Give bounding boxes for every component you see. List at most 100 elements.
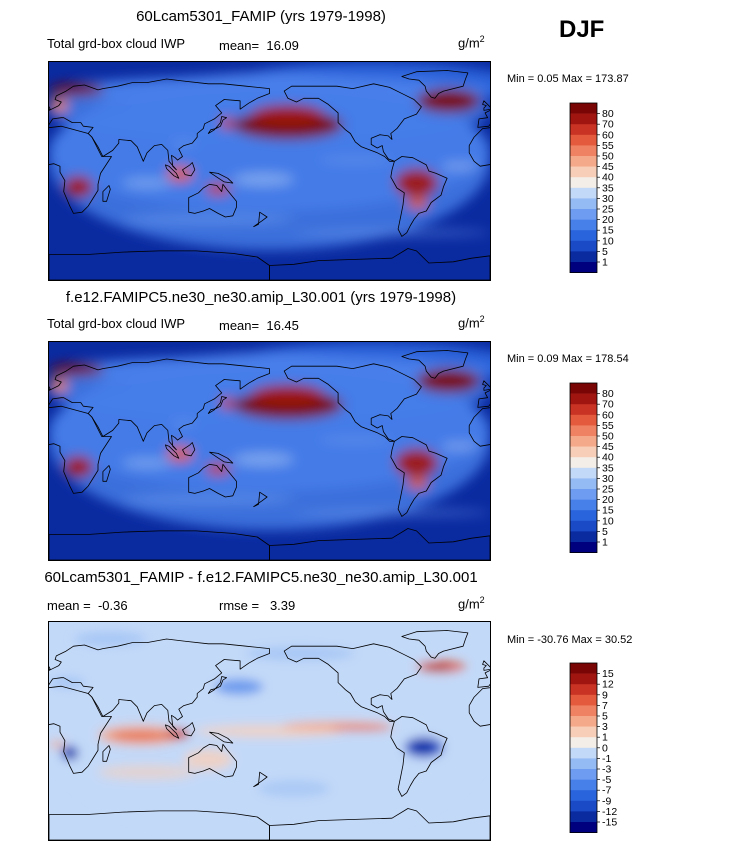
colorbar-swatch [570, 747, 597, 759]
panel-3-minmax: Min = -30.76 Max = 30.52 [507, 634, 633, 646]
field-contour [66, 750, 76, 758]
coastline [182, 442, 196, 457]
panel-3-colorbar: -15 -12 -9 -7 -5 -3 -1 0 1 3 5 7 9 12 15 [569, 662, 649, 834]
coastline [49, 810, 270, 840]
colorbar-tick-label: 12 [602, 679, 614, 691]
panel-2-units-base: g/m [458, 315, 480, 331]
field-contour [330, 724, 392, 731]
coastline [207, 116, 228, 134]
colorbar-swatch [570, 209, 597, 220]
colorbar-tick-label: 25 [602, 204, 614, 216]
colorbar-swatch [570, 145, 597, 157]
field-contour [441, 163, 478, 169]
panel-2-units: g/m2 [458, 314, 485, 330]
colorbar-tick-label: 20 [602, 494, 614, 506]
field-contour [220, 396, 233, 410]
panel-2-mean-value: 16.45 [266, 318, 299, 333]
field-contour [166, 166, 194, 182]
field-shading [49, 62, 490, 250]
field-contour [245, 646, 356, 661]
colorbar-swatch [570, 542, 597, 553]
panel-2-colorbar: 1 5 10 15 20 25 30 35 40 45 50 55 60 70 80 [569, 382, 649, 554]
colorbar-tick-label: 5 [602, 711, 608, 723]
panel-3-rmse: rmse = 3.39 [219, 598, 295, 613]
colorbar-swatch [570, 404, 597, 416]
field-contour [165, 728, 190, 740]
panel-1-minmax: Min = 0.05 Max = 173.87 [507, 73, 629, 85]
field-contour [410, 740, 435, 753]
panel-3-mean: mean = -0.36 [47, 598, 128, 613]
field-contour [49, 740, 67, 748]
colorbar-tick-label: 25 [602, 484, 614, 496]
panel-3-units: g/m2 [458, 595, 485, 611]
colorbar-swatch [570, 684, 597, 696]
colorbar-tick-label: -12 [602, 806, 617, 818]
field-contour [294, 229, 490, 237]
coastline [209, 731, 234, 744]
field-contour [220, 116, 233, 130]
field-contour [49, 352, 490, 530]
field-contour [171, 420, 196, 427]
panel-1-title: 60Lcam5301_FAMIP (yrs 1979-1998) [136, 8, 386, 25]
field-contour [49, 72, 490, 250]
colorbar-tick-label: -15 [602, 817, 617, 829]
colorbar-swatch [570, 113, 597, 125]
panel-3-units-exp: 2 [479, 595, 485, 605]
colorbar-swatch [570, 800, 597, 812]
panel-2-map [48, 341, 491, 561]
colorbar-swatch [570, 694, 597, 706]
colorbar-tick-label: 30 [602, 193, 614, 205]
field-contour [232, 453, 294, 466]
colorbar-tick-label: 10 [602, 515, 614, 527]
coastline [253, 491, 268, 508]
colorbar-tick-label: 55 [602, 420, 614, 432]
field-contour [394, 168, 439, 198]
colorbar-tick-label: 45 [602, 161, 614, 173]
field-contour [416, 88, 481, 113]
colorbar-swatch [570, 779, 597, 791]
coastline [207, 676, 228, 694]
coastline [207, 396, 228, 414]
coastlines [49, 350, 490, 560]
coastline [188, 463, 237, 498]
panel-1-units: g/m2 [458, 34, 485, 50]
colorbar-swatch [570, 510, 597, 522]
colorbar-tick-label: 80 [602, 108, 614, 120]
colorbar-tick-label: 50 [602, 431, 614, 443]
colorbar-swatch [570, 811, 597, 823]
colorbar-tick-label: 20 [602, 214, 614, 226]
colorbar-swatch [570, 124, 597, 136]
coastline [253, 211, 268, 228]
colorbar-tick-label: 15 [602, 505, 614, 517]
field-contour [49, 676, 86, 689]
colorbar-tick-label: -7 [602, 785, 611, 797]
colorbar-swatch [570, 187, 597, 199]
coastline [188, 183, 237, 218]
coastlines [49, 630, 490, 840]
colorbar-tick-label: 0 [602, 742, 608, 754]
coastline [269, 248, 490, 280]
colorbar-tick-label: 60 [602, 409, 614, 421]
panel-3-mean-value: -0.36 [97, 598, 128, 613]
colorbar-tick-label: 15 [602, 668, 614, 680]
field-contour [122, 178, 172, 188]
coastline [209, 171, 234, 184]
field-contour [98, 764, 196, 780]
field-contour [294, 509, 490, 517]
colorbar-tick-label: 50 [602, 151, 614, 163]
colorbar-swatch [570, 425, 597, 437]
colorbar-swatch [570, 156, 597, 167]
colorbar-swatch [570, 705, 597, 717]
colorbar-swatch [570, 414, 597, 426]
panel-3-rmse-label: rmse = [219, 598, 260, 613]
colorbar-swatch [570, 251, 597, 263]
colorbar-tick-label: -1 [602, 753, 611, 765]
colorbar-swatch [570, 240, 597, 252]
colorbar-swatch [570, 446, 597, 458]
colorbar-swatch [570, 262, 597, 273]
colorbar-swatch [570, 478, 597, 490]
panel-1-mean-value: 16.09 [266, 38, 299, 53]
colorbar-tick-label: -9 [602, 795, 611, 807]
coastline [401, 350, 469, 379]
colorbar-tick-label: -3 [602, 764, 611, 776]
